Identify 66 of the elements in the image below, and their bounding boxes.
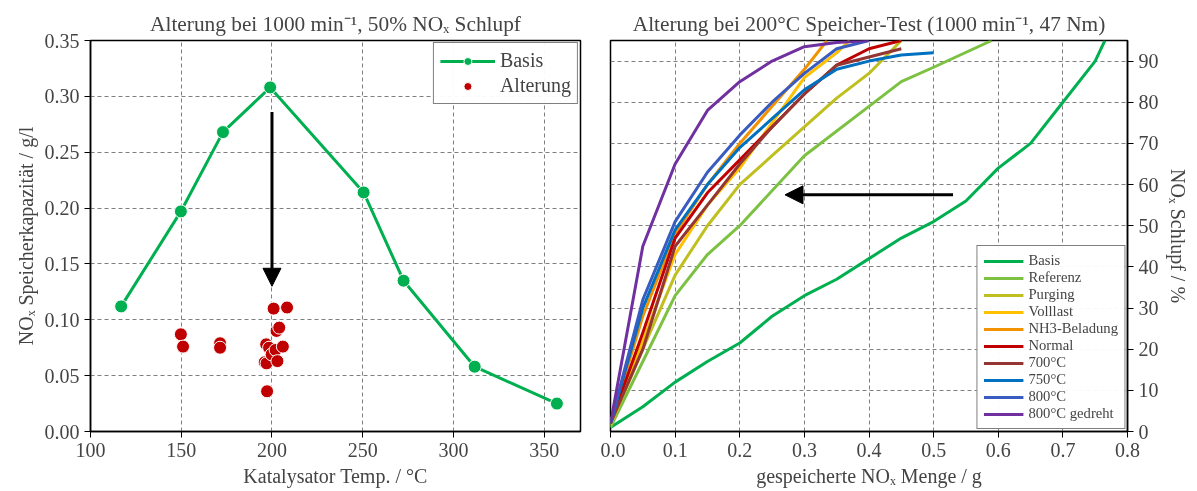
legend-label: Normal [1028,337,1074,354]
legend-label: 700°C [1028,354,1067,371]
y-tick-label: 80 [1138,91,1159,114]
y-tick-label: 0.25 [44,141,80,164]
legend-label: Basis [499,49,544,72]
legend-label: NH3-Beladung [1028,320,1118,337]
y-tick-label: 10 [1138,379,1159,402]
point [213,340,228,355]
x-tick-label: 0.3 [791,438,817,461]
x-tick-label: 150 [166,438,197,461]
y-tick-label: 60 [1138,173,1159,196]
y-tick-label: 50 [1138,214,1159,237]
point [114,299,129,314]
y-tick-label: 30 [1138,297,1159,320]
chart-title: Alterung bei 1000 min⁻¹, 50% NOₓ Schlupf [150,11,522,36]
x-tick-label: 0.5 [921,438,947,461]
x-axis-title: Katalysator Temp. / °C [243,464,428,488]
point [396,273,411,288]
y-tick-label: 0 [1138,420,1149,443]
y-tick-label: 0.35 [44,29,80,52]
legend-label: Referenz [1028,269,1082,286]
y-axis-title: NOₓ Schlupf / % [1165,168,1189,304]
legend-label: Basis [1028,252,1061,269]
x-tick-label: 0.8 [1115,438,1140,461]
y-tick-label: 0.10 [44,308,80,331]
x-tick-label: 0.1 [662,438,688,461]
x-tick-label: 200 [256,438,287,461]
y-tick-label: 0.15 [44,252,80,275]
x-tick-label: 0.7 [1050,438,1076,461]
y-tick-label: 0.05 [44,364,80,387]
point [356,185,371,200]
legend-label: 750°C [1028,371,1067,388]
y-tick-label: 0.30 [44,85,80,108]
legend-label: 800°C gedreht [1028,405,1114,422]
y-tick-label: 70 [1138,132,1159,155]
chart-title: Alterung bei 200°C Speicher-Test (1000 min⁻¹, 47 Nm) [632,11,1106,36]
point [260,384,275,399]
x-tick-label: 0.4 [856,438,882,461]
x-axis-title: gespeicherte NOₓ Menge / g [756,464,982,488]
legend-label: 800°C [1028,388,1067,405]
point [467,359,482,374]
point [280,300,295,315]
legend-label: Volllast [1028,303,1073,320]
y-tick-label: 20 [1138,338,1159,361]
x-tick-label: 300 [438,438,469,461]
y-axis-title: NOₓ Speicherkapazität / g/l [14,126,38,346]
point [263,80,278,95]
x-tick-label: 250 [347,438,378,461]
point [173,204,188,219]
x-tick-label: 0.2 [727,438,753,461]
point [266,301,281,316]
y-tick-label: 0.20 [44,197,80,220]
y-tick-label: 90 [1138,50,1159,73]
point [176,339,191,354]
x-tick-label: 0.0 [600,438,626,461]
point [173,327,188,342]
point [215,125,230,140]
x-tick-label: 0.6 [985,438,1011,461]
point [275,339,290,354]
legend-label: Purging [1028,286,1075,303]
x-tick-label: 350 [529,438,560,461]
point [270,354,285,369]
point [549,396,564,411]
line-series [610,40,994,429]
y-tick-label: 40 [1138,255,1159,278]
legend-label: Alterung [499,74,571,97]
